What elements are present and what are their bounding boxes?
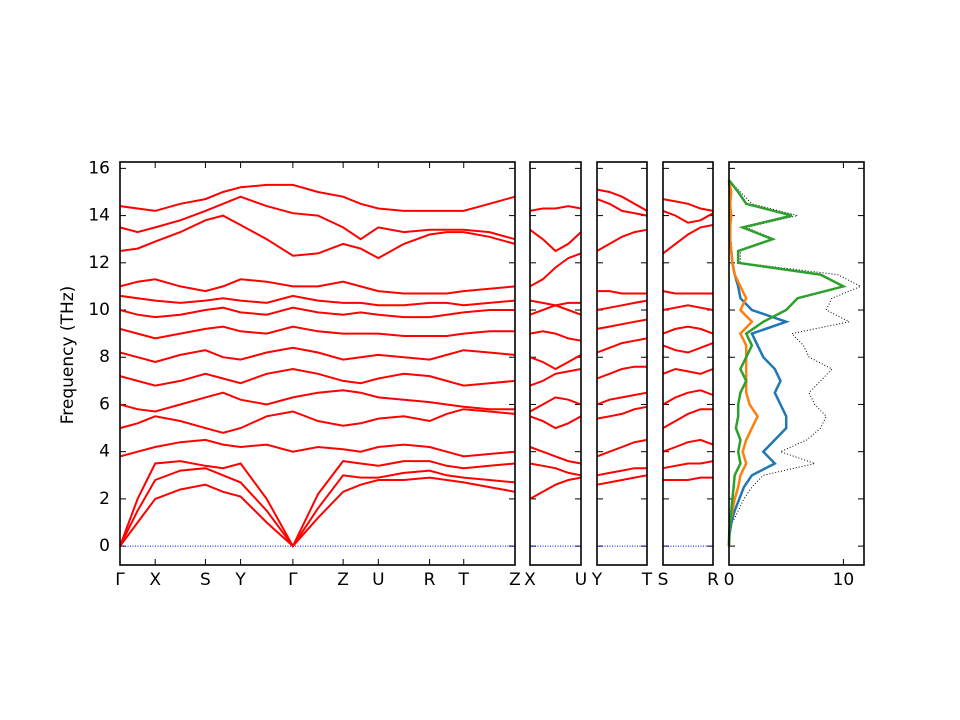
y-tick-label: 2 [99, 489, 110, 509]
band [119, 467, 516, 548]
dos-curve [727, 179, 760, 547]
axes-frame [119, 161, 516, 566]
band [662, 198, 714, 212]
band [119, 408, 516, 434]
band [662, 389, 714, 406]
band [119, 476, 516, 548]
x-tick-label: Z [337, 570, 349, 590]
band [119, 460, 516, 549]
dos-curve [727, 179, 847, 547]
axes-frame [662, 161, 714, 566]
band [119, 214, 516, 260]
axes-frame [596, 161, 648, 566]
x-tick-label: 10 [833, 570, 855, 590]
x-tick-label: R [424, 570, 436, 590]
band [662, 367, 714, 375]
band [529, 299, 581, 307]
y-axis-label: Frequency (THz) [58, 286, 78, 425]
band [119, 325, 515, 340]
band [529, 476, 582, 500]
x-tick-label: R [707, 570, 719, 590]
y-tick-label: 8 [99, 347, 110, 367]
band [119, 183, 516, 212]
band [529, 252, 582, 288]
x-tick-label: S [658, 570, 669, 590]
band [119, 306, 515, 319]
band [596, 405, 648, 420]
band [662, 325, 714, 335]
x-tick-label: U [372, 570, 384, 590]
band [662, 342, 714, 354]
band [596, 318, 648, 330]
y-tick-label: 0 [99, 536, 110, 556]
band [663, 476, 713, 481]
band [662, 408, 713, 429]
band [529, 462, 582, 477]
band [662, 304, 714, 311]
band [596, 337, 648, 354]
x-tick-label: Y [591, 570, 603, 590]
band [597, 290, 647, 295]
band [119, 389, 515, 413]
band [119, 278, 516, 295]
y-tick-label: 12 [88, 253, 110, 273]
x-tick-label: U [575, 570, 587, 590]
band [596, 391, 648, 406]
band [529, 304, 582, 316]
y-tick-label: 10 [88, 300, 110, 320]
y-tick-label: 6 [99, 394, 110, 414]
x-tick-label: Y [234, 570, 246, 590]
band [596, 188, 648, 212]
band [596, 467, 647, 477]
band [119, 438, 516, 458]
band [529, 205, 582, 212]
band [529, 446, 582, 465]
x-tick-label: 0 [724, 570, 735, 590]
x-tick-label: X [149, 570, 161, 590]
band [596, 438, 648, 458]
band [662, 460, 714, 470]
band [119, 367, 516, 387]
band [596, 299, 648, 311]
band [596, 198, 648, 217]
x-tick-label: X [524, 570, 536, 590]
x-tick-label: Γ [288, 570, 298, 590]
band [529, 396, 582, 413]
band [662, 224, 714, 255]
band [119, 346, 516, 364]
band [662, 209, 714, 224]
band [529, 330, 582, 342]
band [529, 354, 582, 371]
x-tick-label: Γ [115, 570, 125, 590]
x-tick-label: S [200, 570, 211, 590]
band [529, 368, 582, 387]
band [119, 195, 516, 241]
y-tick-label: 14 [88, 206, 110, 226]
band [662, 438, 714, 453]
band [596, 228, 648, 252]
y-tick-label: 16 [88, 158, 110, 178]
axes-frame [529, 161, 582, 566]
y-tick-label: 4 [99, 442, 110, 462]
axes-frame [728, 161, 865, 566]
x-tick-label: T [641, 570, 653, 590]
band [596, 365, 647, 380]
dos-curve [728, 179, 862, 547]
band [596, 474, 648, 486]
band [529, 228, 582, 253]
band [119, 294, 516, 307]
x-tick-label: T [458, 570, 470, 590]
band [662, 290, 713, 295]
x-tick-label: Z [509, 570, 521, 590]
band [529, 415, 582, 430]
